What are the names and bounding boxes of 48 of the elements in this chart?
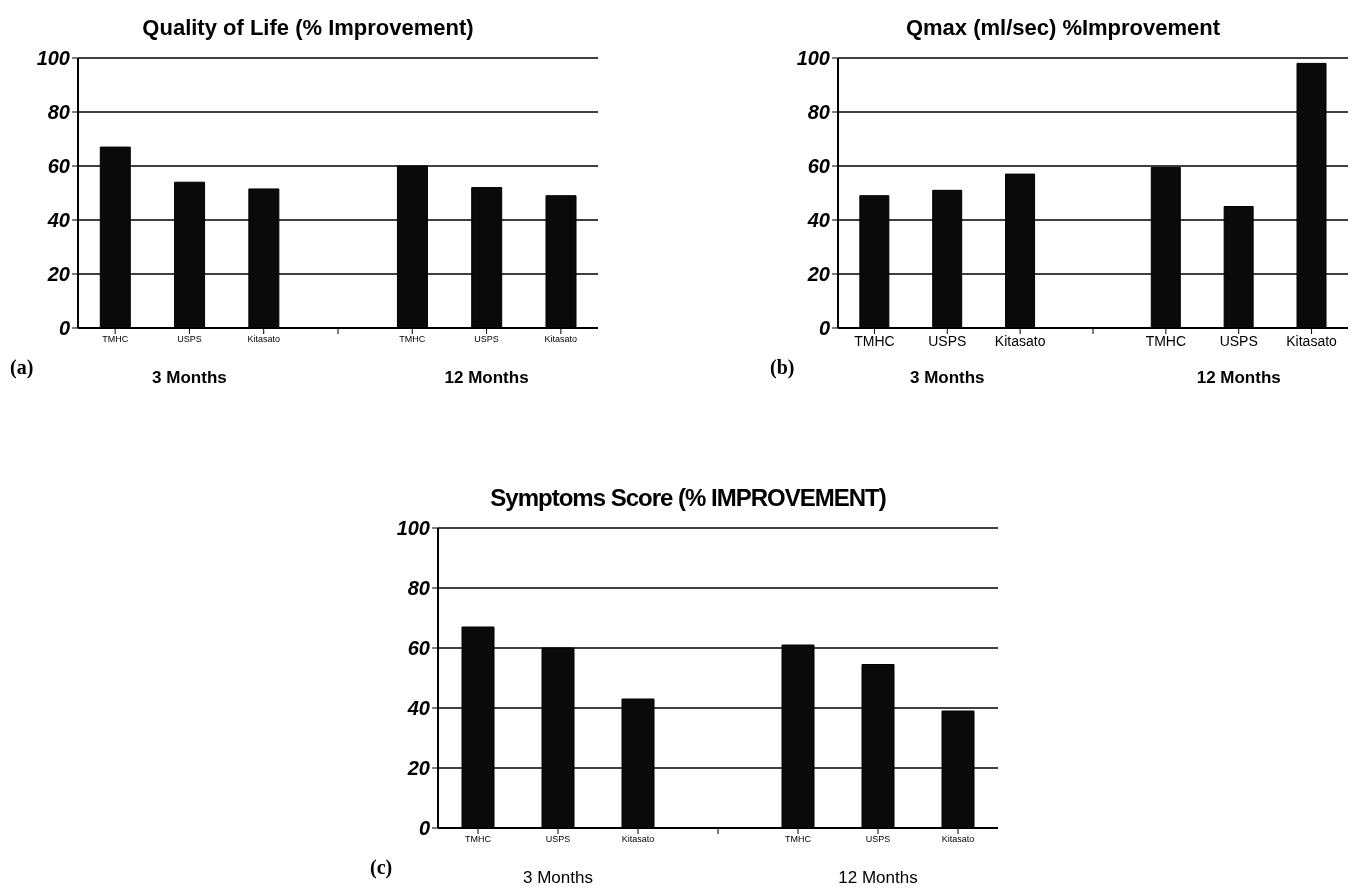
y-tick-label: 0 xyxy=(418,817,430,840)
chart-title: Qmax (ml/sec) %Improvement xyxy=(904,14,1222,42)
x-tick-label: TMHC xyxy=(854,332,895,349)
y-tick-label: 0 xyxy=(818,317,830,340)
x-tick-label: Kitasato xyxy=(994,332,1046,349)
x-tick-label: USPS xyxy=(177,334,202,345)
y-tick-label: 0 xyxy=(58,317,70,340)
x-tick-label: USPS xyxy=(474,334,499,345)
text: 3 Months xyxy=(908,368,986,388)
text: (c) xyxy=(370,856,393,879)
y-tick-label: 40 xyxy=(806,209,830,232)
y-tick-label: 20 xyxy=(46,263,70,286)
x-tick-label: Kitasato xyxy=(941,834,975,845)
y-tick-label: 60 xyxy=(47,155,70,178)
y-tick-label: 100 xyxy=(36,47,70,70)
chart-title: Symptoms Score (% IMPROVEMENT) xyxy=(489,483,887,513)
chart-title: Quality of Life (% Improvement) xyxy=(141,14,475,42)
x-tick-label: USPS xyxy=(1219,332,1258,349)
y-tick-label: 60 xyxy=(407,637,430,660)
y-tick-label: 100 xyxy=(796,47,830,70)
x-tick-label: TMHC xyxy=(102,334,129,345)
y-tick-label: 80 xyxy=(407,577,430,600)
y-tick-label: 20 xyxy=(406,757,430,780)
text: 3 Months xyxy=(522,868,594,888)
text: 12 Months xyxy=(1195,368,1282,388)
x-tick-label: TMHC xyxy=(399,334,426,345)
y-tick-label: 100 xyxy=(396,517,430,540)
x-tick-label: TMHC xyxy=(785,834,812,845)
y-tick-label: 40 xyxy=(406,697,430,720)
text: (a) xyxy=(10,356,34,379)
y-tick-label: 40 xyxy=(46,209,70,232)
x-tick-label: TMHC xyxy=(1145,332,1187,349)
text: 12 Months xyxy=(837,868,919,888)
x-tick-label: Kitasato xyxy=(247,334,280,345)
y-tick-label: 80 xyxy=(47,101,70,124)
text: 3 Months xyxy=(151,368,228,388)
x-tick-label: USPS xyxy=(928,332,967,349)
x-tick-label: Kitasato xyxy=(544,334,578,345)
x-tick-label: USPS xyxy=(865,834,891,845)
text: 12 Months xyxy=(443,368,530,388)
text: (b) xyxy=(770,356,795,379)
x-tick-label: USPS xyxy=(545,834,571,845)
y-tick-label: 60 xyxy=(807,155,830,178)
x-tick-label: Kitasato xyxy=(621,834,655,845)
y-tick-label: 80 xyxy=(807,101,830,124)
x-tick-label: Kitasato xyxy=(1286,332,1338,349)
x-tick-label: TMHC xyxy=(465,834,492,845)
y-tick-label: 20 xyxy=(806,263,830,286)
